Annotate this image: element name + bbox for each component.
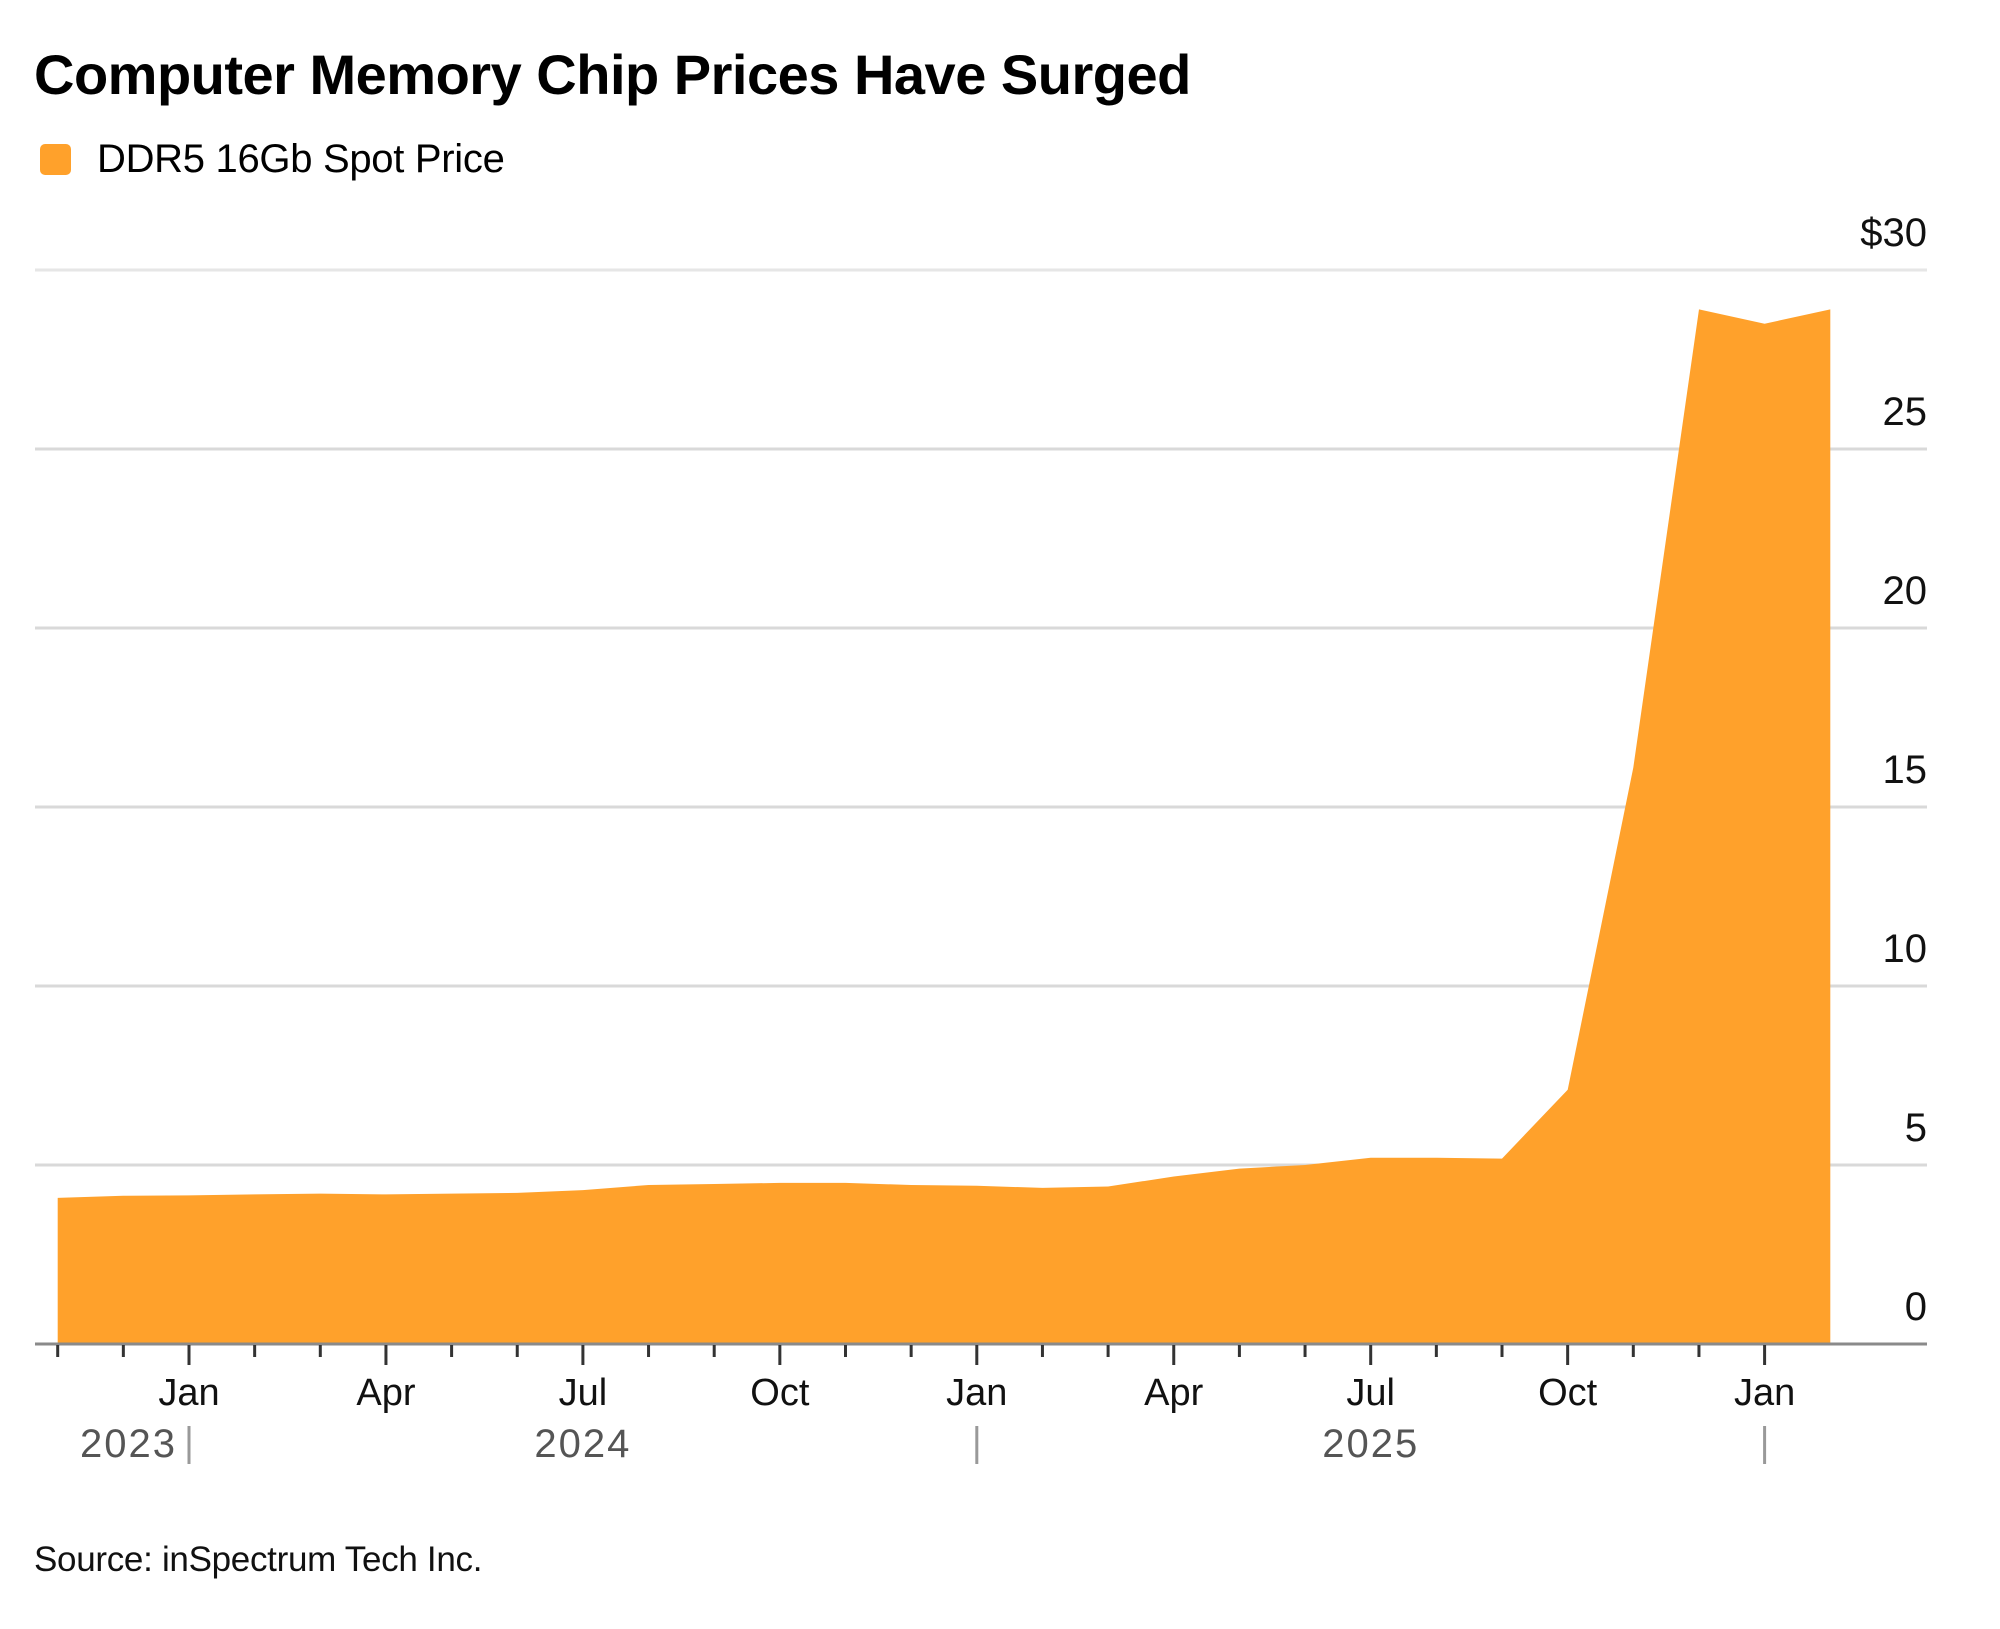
chart-title: Computer Memory Chip Prices Have Surged	[34, 43, 1191, 106]
x-tick-label: Jan	[1734, 1372, 1795, 1414]
x-tick-label: Jan	[158, 1372, 219, 1414]
y-tick-label-25: 25	[1883, 390, 1928, 434]
y-tick-label-15: 15	[1883, 748, 1928, 792]
year-label-2025: 2025	[1322, 1422, 1419, 1466]
x-tick-label: Apr	[356, 1372, 415, 1414]
x-tick-label: Oct	[750, 1372, 810, 1414]
year-label-2024: 2024	[534, 1422, 631, 1466]
x-tick-label: Apr	[1144, 1372, 1203, 1414]
x-axis-labels: Jan Apr Jul Oct Jan Apr Jul Oct Jan 2023 2024 2025	[80, 1372, 1795, 1466]
area-layer	[57, 309, 1831, 1344]
y-tick-label-5: 5	[1905, 1106, 1927, 1150]
x-axis	[35, 1342, 1927, 1365]
y-tick-label-10: 10	[1883, 927, 1928, 971]
x-tick-label: Jan	[946, 1372, 1007, 1414]
y-axis-labels: 0 5 10 15 20 25 $30	[1860, 211, 1927, 1329]
x-tick-label: Jul	[1346, 1372, 1395, 1414]
y-tick-label-30: $30	[1860, 211, 1927, 255]
y-tick-label-0: 0	[1905, 1285, 1927, 1329]
year-label-2023: 2023	[80, 1422, 177, 1466]
legend: DDR5 16Gb Spot Price	[40, 134, 505, 184]
x-tick-label: Oct	[1538, 1372, 1598, 1414]
legend-swatch	[40, 143, 71, 175]
x-tick-label: Jul	[559, 1372, 608, 1414]
source-note: Source: inSpectrum Tech Inc.	[34, 1540, 483, 1579]
series-area-ddr5-16gb	[57, 309, 1831, 1344]
y-tick-label-20: 20	[1883, 569, 1928, 613]
legend-label: DDR5 16Gb Spot Price	[97, 136, 505, 181]
